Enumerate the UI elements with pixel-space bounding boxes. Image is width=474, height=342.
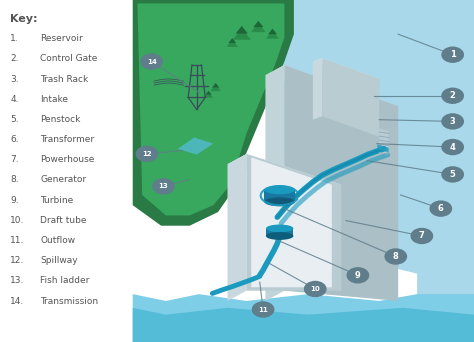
- Text: 8: 8: [393, 252, 399, 261]
- Polygon shape: [379, 128, 389, 156]
- Text: 7: 7: [419, 232, 425, 240]
- Circle shape: [152, 178, 175, 195]
- Text: Transmission: Transmission: [40, 297, 99, 305]
- Circle shape: [410, 228, 433, 244]
- Polygon shape: [284, 65, 398, 301]
- Text: 8.: 8.: [10, 175, 19, 184]
- Bar: [266, 228, 293, 236]
- Polygon shape: [246, 154, 341, 291]
- Ellipse shape: [266, 232, 293, 240]
- Circle shape: [441, 88, 464, 104]
- Polygon shape: [322, 58, 379, 137]
- Text: 7.: 7.: [10, 155, 19, 164]
- Text: 1.: 1.: [10, 34, 19, 43]
- Text: 5: 5: [450, 170, 456, 179]
- Text: 11: 11: [258, 306, 268, 313]
- Circle shape: [429, 200, 452, 217]
- Text: Intake: Intake: [40, 95, 68, 104]
- Text: Control Gate: Control Gate: [40, 54, 98, 63]
- Text: 2.: 2.: [10, 54, 19, 63]
- Text: Trash Rack: Trash Rack: [40, 75, 89, 83]
- Ellipse shape: [266, 225, 293, 233]
- Polygon shape: [178, 137, 213, 155]
- Text: 12.: 12.: [10, 256, 25, 265]
- Text: Reservoir: Reservoir: [40, 34, 83, 43]
- Text: 4: 4: [450, 143, 456, 152]
- Text: 3: 3: [450, 117, 456, 126]
- Polygon shape: [377, 144, 389, 153]
- Text: 6.: 6.: [10, 135, 19, 144]
- Text: Turbine: Turbine: [40, 196, 73, 205]
- Text: 9.: 9.: [10, 196, 19, 205]
- Ellipse shape: [264, 185, 295, 194]
- Polygon shape: [133, 0, 294, 226]
- Text: 14.: 14.: [10, 297, 25, 305]
- Polygon shape: [228, 154, 246, 301]
- Text: 4.: 4.: [10, 95, 19, 104]
- Polygon shape: [265, 65, 398, 116]
- Text: Draft tube: Draft tube: [40, 216, 87, 225]
- Polygon shape: [313, 58, 322, 120]
- Polygon shape: [251, 157, 332, 287]
- Text: 1: 1: [450, 50, 456, 59]
- Circle shape: [384, 248, 407, 265]
- Polygon shape: [270, 0, 474, 308]
- Polygon shape: [265, 65, 284, 301]
- Circle shape: [441, 166, 464, 183]
- Text: Transformer: Transformer: [40, 135, 94, 144]
- Text: 14: 14: [147, 58, 156, 65]
- Circle shape: [136, 146, 158, 162]
- Text: 10.: 10.: [10, 216, 25, 225]
- Circle shape: [441, 47, 464, 63]
- Circle shape: [441, 113, 464, 130]
- Text: 13: 13: [159, 183, 168, 189]
- Polygon shape: [137, 3, 284, 215]
- Circle shape: [140, 53, 163, 70]
- Text: 10: 10: [310, 286, 320, 292]
- Polygon shape: [133, 294, 474, 342]
- Polygon shape: [313, 58, 379, 82]
- Text: Spillway: Spillway: [40, 256, 78, 265]
- Ellipse shape: [264, 197, 295, 206]
- Circle shape: [346, 267, 369, 284]
- Text: Fish ladder: Fish ladder: [40, 276, 90, 285]
- Text: 3.: 3.: [10, 75, 19, 83]
- Bar: [264, 189, 295, 202]
- Circle shape: [441, 139, 464, 155]
- Circle shape: [304, 281, 327, 297]
- Circle shape: [252, 301, 274, 318]
- Text: 6: 6: [438, 204, 444, 213]
- Text: 2: 2: [450, 91, 456, 100]
- Text: Generator: Generator: [40, 175, 86, 184]
- Text: Penstock: Penstock: [40, 115, 81, 124]
- Text: 5.: 5.: [10, 115, 19, 124]
- Text: Key:: Key:: [10, 14, 38, 24]
- Text: 11.: 11.: [10, 236, 25, 245]
- Text: Outflow: Outflow: [40, 236, 75, 245]
- Text: Powerhouse: Powerhouse: [40, 155, 95, 164]
- Polygon shape: [133, 308, 474, 342]
- Text: 12: 12: [142, 151, 152, 157]
- Text: 9: 9: [355, 271, 361, 280]
- Text: 13.: 13.: [10, 276, 25, 285]
- Polygon shape: [228, 154, 341, 195]
